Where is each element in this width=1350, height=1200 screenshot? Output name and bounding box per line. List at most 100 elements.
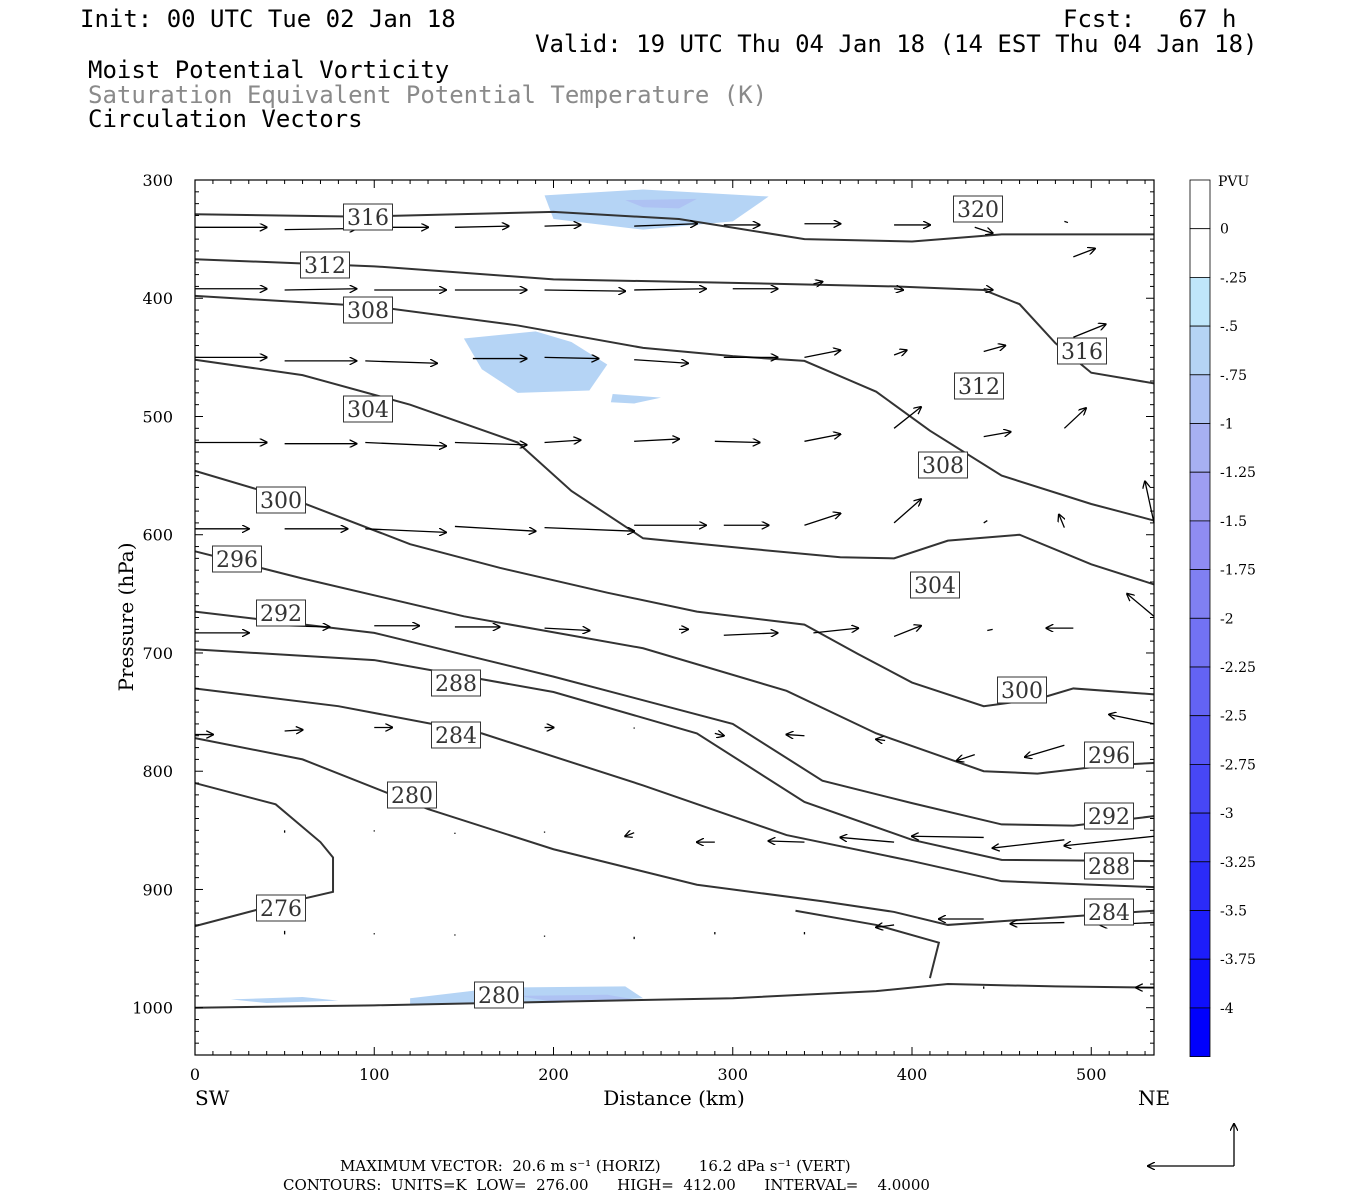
circulation-vector: [714, 441, 760, 442]
contour-label-box: [910, 571, 960, 599]
colorbar-label: -.25: [1220, 270, 1247, 286]
circulation-vector: [769, 841, 805, 842]
colorbar-label: -3.25: [1220, 855, 1256, 871]
contour-label: 296: [1088, 744, 1130, 769]
colorbar-label: -3.5: [1220, 904, 1247, 920]
circulation-vector: [787, 735, 805, 736]
x-tick-label: 100: [359, 1065, 390, 1084]
colorbar-label: -1: [1220, 417, 1234, 433]
circulation-vector: [893, 289, 903, 290]
theta-es-contour: [194, 610, 1155, 827]
circulation-vector: [634, 360, 688, 364]
contour-info: CONTOURS: UNITS=K LOW= 276.00 HIGH= 412.…: [283, 1176, 930, 1194]
contour-label: 316: [1061, 340, 1103, 365]
contour-label-box: [343, 203, 393, 231]
colorbar-swatch: [1189, 861, 1211, 911]
circulation-vector: [804, 434, 840, 442]
theta-es-contour: [194, 687, 1155, 889]
circulation-vector: [876, 739, 886, 740]
contour-label: 308: [347, 299, 389, 324]
circulation-vector: [454, 525, 536, 531]
contour-label: 320: [957, 198, 999, 223]
colorbar-label: -1.75: [1220, 563, 1256, 579]
circulation-vector: [284, 730, 303, 731]
field-title-vectors: Circulation Vectors: [88, 105, 363, 133]
circulation-vector: [804, 513, 840, 526]
theta-es-contour: [795, 909, 941, 979]
contour-label: 304: [914, 574, 956, 599]
colorbar-swatch: [1189, 520, 1211, 571]
circulation-vector: [1127, 594, 1155, 617]
y-tick-label: 800: [142, 762, 173, 781]
circulation-vector: [993, 839, 1065, 848]
y-tick-label: 600: [142, 526, 173, 545]
theta-es-contour: [194, 294, 1155, 522]
colorbar-swatch: [1189, 228, 1211, 278]
circulation-vector: [634, 289, 706, 290]
contour-label-box: [431, 721, 481, 749]
x-end-label: NE: [1138, 1086, 1170, 1110]
contour-label: 292: [260, 602, 302, 627]
contour-label: 296: [216, 548, 258, 573]
colorbar-swatch: [1189, 910, 1211, 960]
contour-label-box: [343, 296, 393, 324]
colorbar-swatch: [1189, 812, 1211, 863]
contour-label: 312: [958, 375, 1000, 400]
circulation-vector: [804, 350, 840, 359]
theta-es-contour: [194, 737, 1155, 926]
contour-label: 288: [435, 672, 477, 697]
colorbar-label: -3: [1220, 806, 1234, 822]
colorbar-swatch: [1189, 471, 1211, 522]
circulation-vector: [454, 226, 509, 227]
contour-label: 284: [1088, 901, 1130, 926]
circulation-vector: [365, 529, 446, 533]
contour-label: 304: [347, 398, 389, 423]
circulation-vector: [634, 224, 697, 226]
colorbar-swatch: [1189, 958, 1211, 1009]
circulation-vector: [893, 499, 921, 524]
contour-label-box: [474, 981, 524, 1009]
colorbar-swatch: [1189, 374, 1211, 424]
contour-label-box: [1084, 852, 1134, 880]
valid-time: Valid: 19 UTC Thu 04 Jan 18 (14 EST Thu …: [535, 30, 1258, 58]
colorbar-label: -2: [1220, 611, 1234, 627]
theta-es-contour: [194, 469, 1155, 708]
circulation-vector: [813, 628, 858, 634]
contour-label-box: [256, 894, 306, 922]
y-tick-label: 400: [142, 289, 173, 308]
contour-label-box: [387, 781, 437, 809]
circulation-vector: [365, 361, 437, 363]
contour-label: 288: [1088, 855, 1130, 880]
contour-label-box: [1084, 898, 1134, 926]
circulation-vector: [454, 443, 527, 445]
colorbar-label: -.75: [1220, 368, 1247, 384]
init-time: Init: 00 UTC Tue 02 Jan 18: [80, 5, 456, 33]
circulation-vector: [840, 837, 895, 843]
circulation-vector: [1064, 835, 1155, 845]
colorbar-swatch: [1189, 325, 1211, 376]
circulation-vector: [893, 350, 907, 355]
circulation-vector: [544, 225, 581, 226]
circulation-vector: [714, 733, 724, 735]
circulation-vector: [1011, 923, 1065, 924]
contour-label: 308: [922, 454, 964, 479]
colorbar-swatch: [1189, 569, 1211, 619]
colorbar-unit: PVU: [1218, 174, 1250, 190]
circulation-vector: [365, 443, 446, 447]
circulation-vector: [893, 407, 921, 429]
pv-shaded-area: [625, 198, 697, 209]
circulation-vector: [912, 836, 984, 837]
x-start-label: SW: [195, 1086, 230, 1110]
contour-label: 300: [1001, 679, 1043, 704]
theta-es-contour: [194, 648, 1155, 863]
circulation-vector: [813, 282, 822, 284]
contour-label: 276: [260, 897, 302, 922]
circulation-vector: [723, 633, 778, 635]
circulation-vector: [1109, 714, 1155, 725]
colorbar-label: -1.25: [1220, 465, 1256, 481]
y-tick-label: 700: [142, 644, 173, 663]
colorbar-label: -2.5: [1220, 709, 1247, 725]
forecast-hour: Fcst: 67 h: [1063, 5, 1237, 33]
colorbar-swatch: [1189, 276, 1211, 327]
